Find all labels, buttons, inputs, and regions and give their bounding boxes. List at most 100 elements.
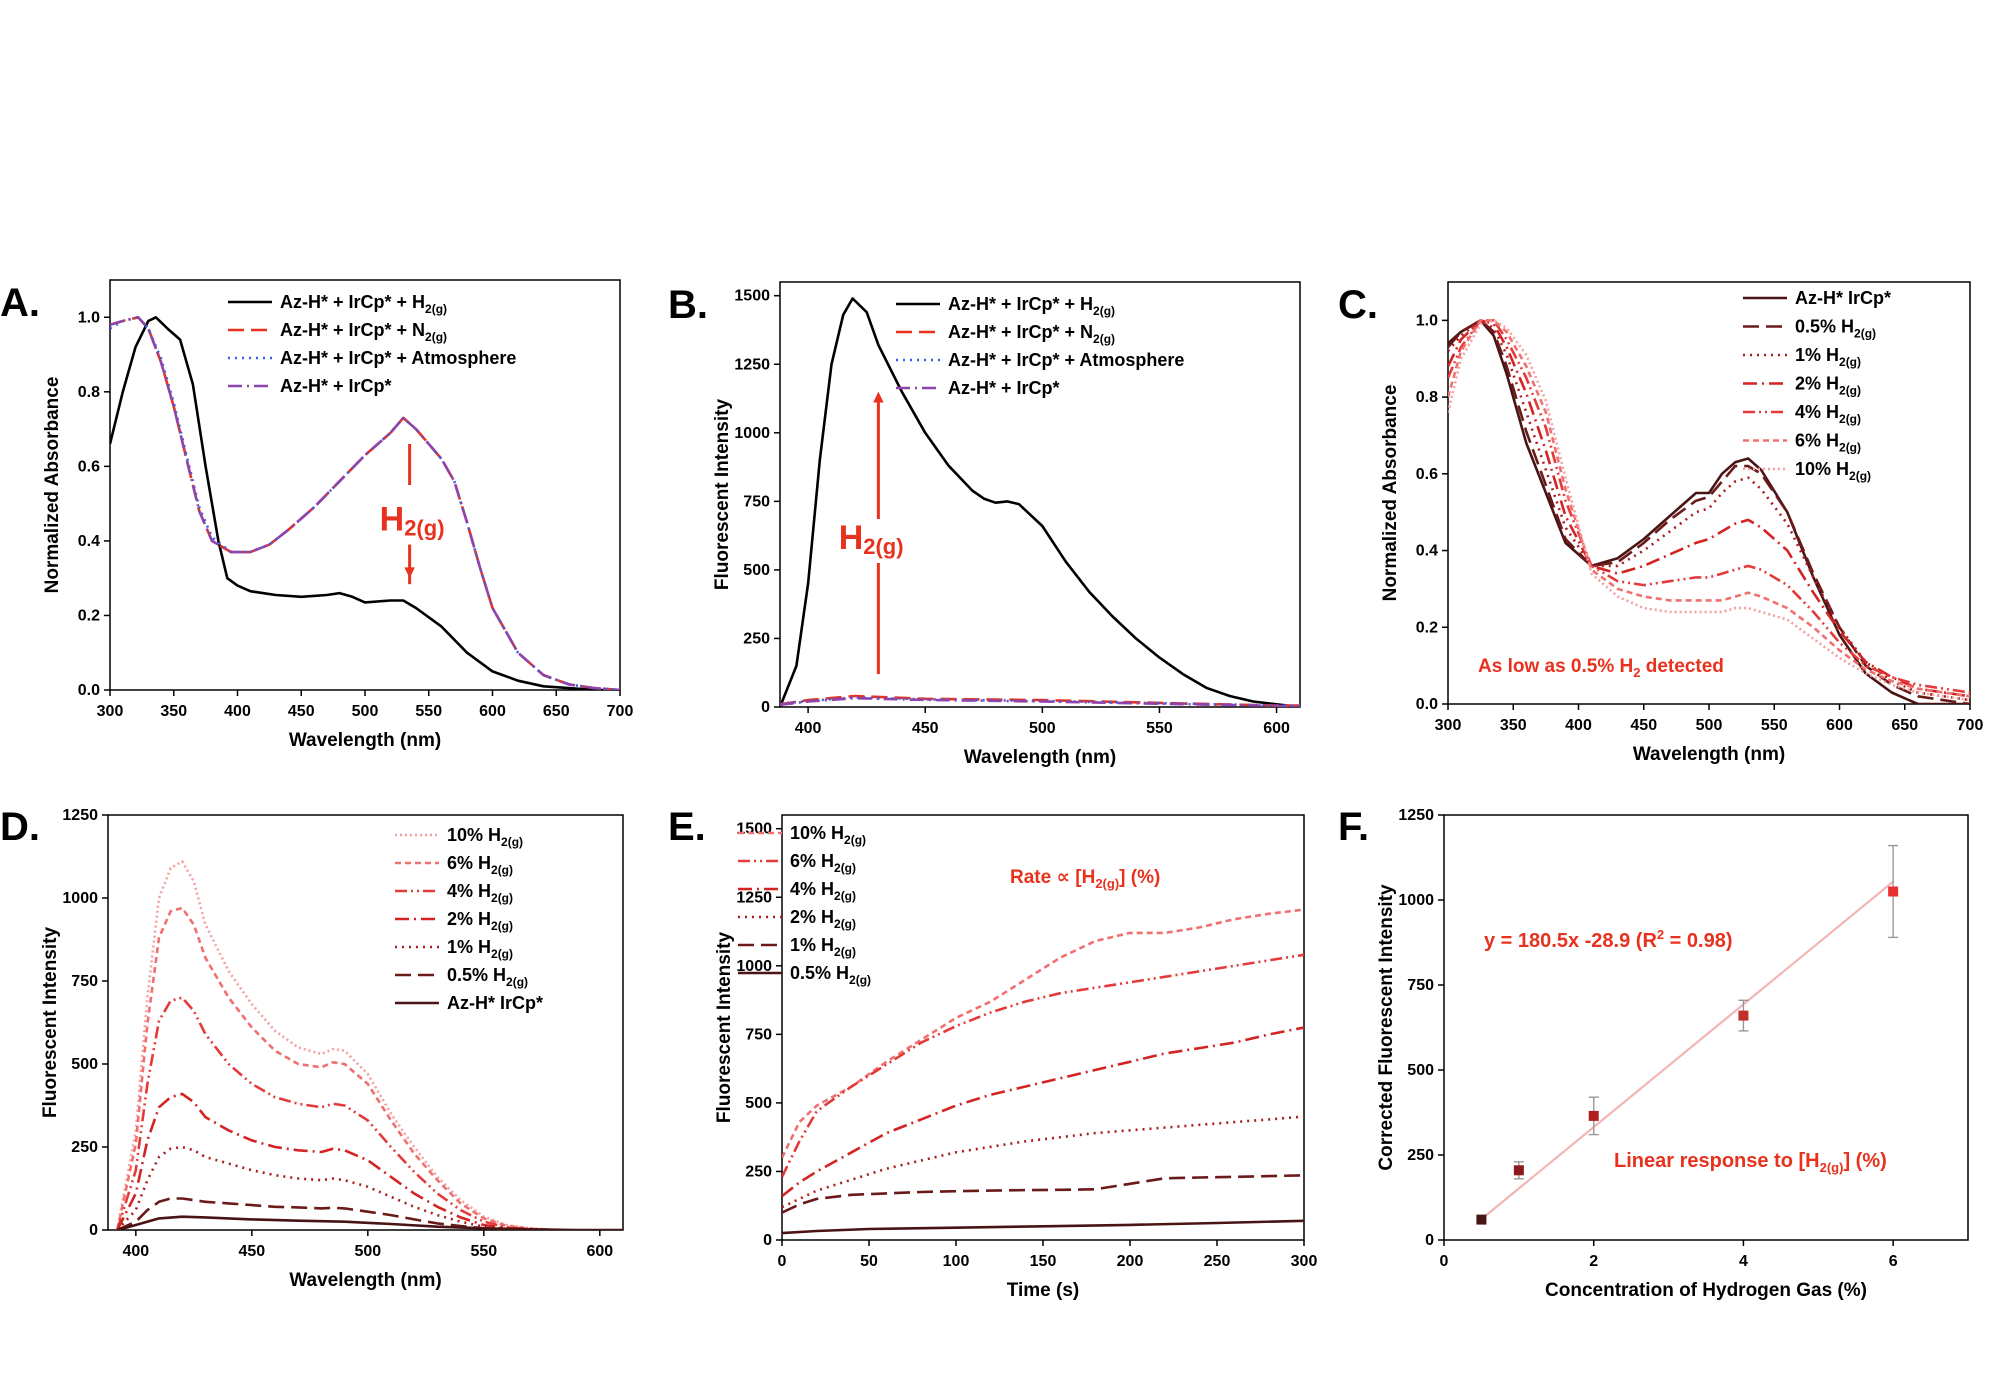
y-tick-label: 1250 <box>734 356 770 373</box>
panel-e: E. 0 50 100 150 200 250 300 0 250 500 750 1000 1250 15… <box>668 805 1317 1301</box>
plot-frame <box>1443 814 1969 1241</box>
y-axis-title: Fluorescent Intensity <box>40 927 61 1119</box>
x-tick-label: 650 <box>543 703 570 720</box>
y-tick-label: 1000 <box>1398 892 1434 909</box>
legend-label: Az-H* + IrCp* + Atmosphere <box>948 350 1184 370</box>
y-tick-label: 0.2 <box>1416 619 1438 636</box>
panel-letter: A. <box>0 281 40 325</box>
legend-label: 0.5% H2(g) <box>790 963 871 987</box>
legend-label: Az-H* + IrCp* <box>948 378 1060 398</box>
panel-letter: C. <box>1338 283 1378 327</box>
x-tick-label: 550 <box>470 1243 497 1260</box>
y-tick-label: 750 <box>1407 977 1434 994</box>
legend-label: 1% H2(g) <box>1795 345 1861 369</box>
x-tick-label: 450 <box>238 1243 265 1260</box>
x-axis-title: Wavelength (nm) <box>289 730 441 751</box>
panel-a: A. 300 350 400 450 500 550 600 650 700 0.0 0.2 0.4 0.… <box>0 279 633 751</box>
y-tick-label: 1.0 <box>78 309 100 326</box>
legend: 10% H2(g) 6% H2(g) 4% H2(g) 2% H2(g) 1% H2(g… <box>738 823 871 987</box>
legend-label: 4% H2(g) <box>447 881 513 905</box>
series-line-0 <box>116 860 554 1230</box>
y-tick-label: 1.0 <box>1416 312 1438 329</box>
series-line-4 <box>1448 319 1970 694</box>
legend-label: Az-H* IrCp* <box>1795 288 1891 308</box>
data-point <box>1738 1010 1749 1021</box>
y-tick-label: 500 <box>745 1095 772 1112</box>
x-tick-label: 0 <box>1440 1253 1449 1270</box>
legend-label: 2% H2(g) <box>790 907 856 931</box>
x-tick-label: 650 <box>1891 717 1918 734</box>
x-axis-title: Wavelength (nm) <box>289 1270 441 1291</box>
panel-b: B. 400 450 500 550 600 0 250 500 750 1000 1250 1500 W… <box>668 281 1301 768</box>
x-tick-label: 0 <box>778 1253 787 1270</box>
data-point <box>1513 1165 1524 1176</box>
y-tick-label: 750 <box>743 493 770 510</box>
x-tick-label: 100 <box>943 1253 970 1270</box>
x-tick-label: 400 <box>122 1243 149 1260</box>
series-line-3 <box>116 1092 554 1230</box>
y-tick-label: 750 <box>745 1026 772 1043</box>
panel-letter: D. <box>0 805 40 849</box>
y-tick-label: 0.6 <box>78 458 100 475</box>
arrow-head <box>404 567 415 579</box>
h2-label: H2(g) <box>839 519 904 559</box>
x-tick-label: 350 <box>160 703 187 720</box>
y-tick-label: 0.0 <box>78 682 100 699</box>
y-tick-label: 0 <box>1425 1232 1434 1249</box>
panel-letter: E. <box>668 805 706 849</box>
series-line-3 <box>780 696 1300 707</box>
x-tick-label: 550 <box>415 703 442 720</box>
x-axis-title: Wavelength (nm) <box>964 747 1116 768</box>
y-tick-label: 250 <box>743 630 770 647</box>
y-tick-label: 0.8 <box>1416 389 1438 406</box>
h2-label: H2(g) <box>380 501 445 541</box>
legend-label: Az-H* + IrCp* + N2(g) <box>280 320 447 344</box>
y-tick-label: 0.4 <box>1416 543 1438 560</box>
data-point <box>1476 1214 1487 1225</box>
series-line-5 <box>782 1219 1304 1235</box>
fit-line <box>1480 880 1894 1220</box>
data-point <box>1888 886 1899 897</box>
x-tick-label: 550 <box>1761 717 1788 734</box>
y-tick-label: 750 <box>71 973 98 990</box>
x-tick-label: 400 <box>224 703 251 720</box>
series-line-3 <box>110 316 620 690</box>
legend-label: 2% H2(g) <box>1795 374 1861 398</box>
y-tick-label: 0 <box>89 1222 98 1239</box>
y-tick-label: 1000 <box>736 958 772 975</box>
y-tick-label: 500 <box>1407 1062 1434 1079</box>
y-tick-label: 1500 <box>734 288 770 305</box>
x-tick-label: 600 <box>479 703 506 720</box>
plot-frame <box>109 279 621 691</box>
y-tick-label: 0.2 <box>78 607 100 624</box>
y-axis-title: Corrected Fluorescent Intensity <box>1376 884 1397 1171</box>
legend-label: 10% H2(g) <box>790 823 866 847</box>
x-tick-label: 6 <box>1889 1253 1898 1270</box>
legend-label: 6% H2(g) <box>1795 431 1861 455</box>
y-tick-label: 0.6 <box>1416 466 1438 483</box>
legend: Az-H* + IrCp* + H2(g) Az-H* + IrCp* + N2(… <box>228 292 516 396</box>
x-tick-label: 250 <box>1204 1253 1231 1270</box>
legend-label: 10% H2(g) <box>1795 459 1871 483</box>
x-tick-label: 500 <box>354 1243 381 1260</box>
series-line-0 <box>780 297 1300 707</box>
legend-label: 1% H2(g) <box>447 937 513 961</box>
legend-label: 6% H2(g) <box>790 851 856 875</box>
legend-label: 4% H2(g) <box>790 879 856 903</box>
series-line-1 <box>782 953 1304 1178</box>
plot-frame <box>107 814 624 1231</box>
series-line-1 <box>1448 319 1970 704</box>
legend-label: 1% H2(g) <box>790 935 856 959</box>
detection-note: As low as 0.5% H2 detected <box>1478 656 1724 680</box>
y-tick-label: 0.4 <box>78 533 100 550</box>
x-tick-label: 600 <box>1263 720 1290 737</box>
x-tick-label: 700 <box>1957 717 1984 734</box>
legend-label: 0.5% H2(g) <box>1795 317 1876 341</box>
series-line-1 <box>116 906 554 1230</box>
arrow-head <box>873 391 884 403</box>
legend-label: 4% H2(g) <box>1795 402 1861 426</box>
x-tick-label: 4 <box>1739 1253 1748 1270</box>
series-line-0 <box>782 908 1304 1159</box>
x-tick-label: 150 <box>1030 1253 1057 1270</box>
x-tick-label: 300 <box>1435 717 1462 734</box>
